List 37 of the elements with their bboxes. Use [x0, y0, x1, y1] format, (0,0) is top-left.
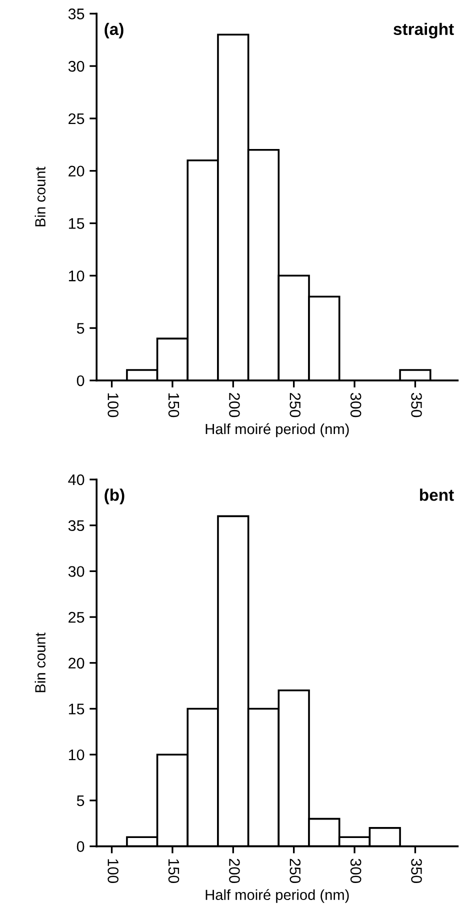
y-tick-label: 30 [68, 60, 84, 72]
y-tick-label: 20 [68, 166, 84, 177]
x-tick-label: 250 [290, 858, 301, 883]
x-tick-label: 100 [108, 859, 118, 883]
y-tick-label: 0 [76, 375, 84, 386]
y-tick-label: 20 [68, 658, 84, 669]
y-tick-label: 15 [68, 704, 84, 714]
x-tick-label: 350 [411, 392, 422, 418]
x-axis-title: Half moiré period (nm) [206, 889, 349, 903]
y-tick-label: 10 [68, 749, 84, 760]
annotation: (b) [104, 488, 124, 504]
annotation: bent [420, 488, 454, 501]
y-tick-label: 5 [76, 795, 84, 806]
x-axis-title: Half moiré period (nm) [206, 423, 349, 438]
y-tick-label: 15 [68, 218, 84, 229]
y-tick-label: 10 [68, 270, 84, 282]
y-axis-title: Bin count [34, 632, 46, 692]
x-tick-label: 350 [411, 858, 422, 883]
annotation: straight [394, 22, 454, 38]
x-tick-label: 200 [229, 393, 240, 418]
y-tick-label: 35 [68, 8, 84, 20]
annotation: (a) [104, 22, 124, 38]
y-tick-label: 5 [76, 323, 84, 334]
y-tick-label: 25 [68, 612, 84, 623]
y-tick-label: 25 [68, 113, 84, 124]
x-tick-label: 150 [168, 859, 180, 883]
y-tick-label: 30 [68, 566, 84, 577]
y-tick-label: 0 [76, 841, 84, 852]
x-tick-label: 150 [168, 393, 180, 418]
y-tick-label: 40 [68, 474, 84, 486]
x-tick-label: 300 [350, 858, 362, 883]
y-tick-label: 35 [68, 520, 84, 532]
y-axis-title: Bin count [34, 166, 46, 226]
x-tick-label: 250 [290, 393, 301, 418]
x-tick-label: 200 [229, 858, 240, 883]
x-tick-label: 300 [350, 392, 362, 418]
x-tick-label: 100 [108, 393, 118, 418]
